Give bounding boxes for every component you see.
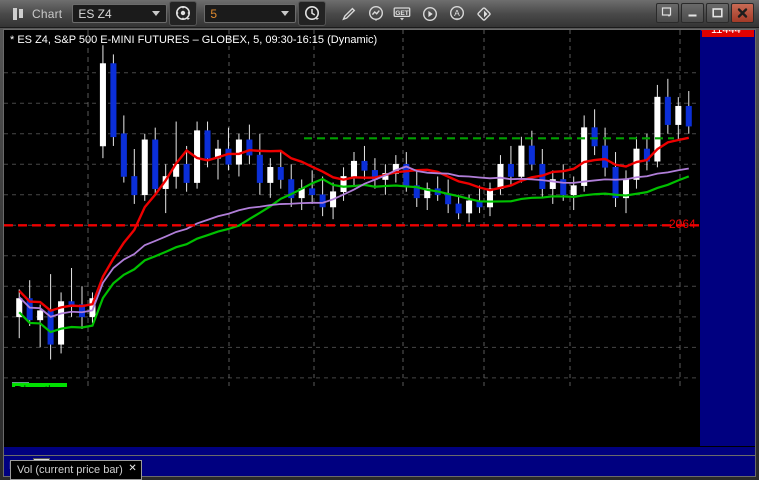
volume-plot-canvas (4, 388, 699, 446)
volume-legend-label: Vol (current price bar) (17, 464, 123, 476)
support-line-label: 2064 (669, 217, 696, 232)
interval-selector[interactable]: 5 (204, 4, 297, 23)
restore-dropdown-button[interactable] (656, 3, 679, 23)
alert-diamond-icon[interactable] (471, 2, 497, 25)
title-bar: Chart ES Z4 5 (0, 0, 759, 28)
volume-legend-box[interactable]: Vol (current price bar) ✕ (10, 460, 142, 480)
om-study-label[interactable]: om (76, 383, 93, 387)
annotation-text-icon[interactable]: A (444, 2, 470, 25)
window-controls (654, 3, 754, 23)
price-axis[interactable]: 2067.25 2066.50 11444 (700, 30, 755, 446)
price-plot-area[interactable]: * ES Z4, S&P 500 E-MINI FUTURES – GLOBEX… (4, 30, 699, 387)
get-symbol-icon[interactable]: GET (390, 2, 416, 25)
direction-study-label[interactable]: Direction (12, 383, 68, 387)
app-title: Chart (32, 6, 63, 21)
svg-text:A: A (455, 8, 461, 18)
time-settings-icon[interactable] (298, 1, 327, 26)
minimize-button[interactable] (681, 3, 704, 23)
current-volume-badge: 11444 (701, 30, 754, 37)
play-icon[interactable] (417, 2, 443, 25)
symbol-settings-icon[interactable] (169, 1, 198, 26)
maximize-button[interactable] (706, 3, 729, 23)
studies-icon[interactable] (363, 2, 389, 25)
close-button[interactable] (731, 3, 754, 23)
chevron-down-icon (281, 11, 290, 16)
symbol-value: ES Z4 (78, 6, 112, 21)
svg-text:GET: GET (396, 9, 410, 16)
chart-bars-icon (0, 0, 32, 27)
draw-pencil-icon[interactable] (336, 2, 362, 25)
price-plot-canvas (4, 30, 699, 387)
interval-value: 5 (210, 6, 218, 21)
chart-frame: * ES Z4, S&P 500 E-MINI FUTURES – GLOBEX… (3, 29, 756, 480)
close-icon[interactable]: ✕ (128, 463, 137, 474)
symbol-selector[interactable]: ES Z4 (72, 4, 168, 23)
volume-plot-area[interactable] (4, 388, 699, 446)
chevron-down-icon (152, 11, 161, 16)
chart-title: * ES Z4, S&P 500 E-MINI FUTURES – GLOBEX… (10, 34, 378, 46)
